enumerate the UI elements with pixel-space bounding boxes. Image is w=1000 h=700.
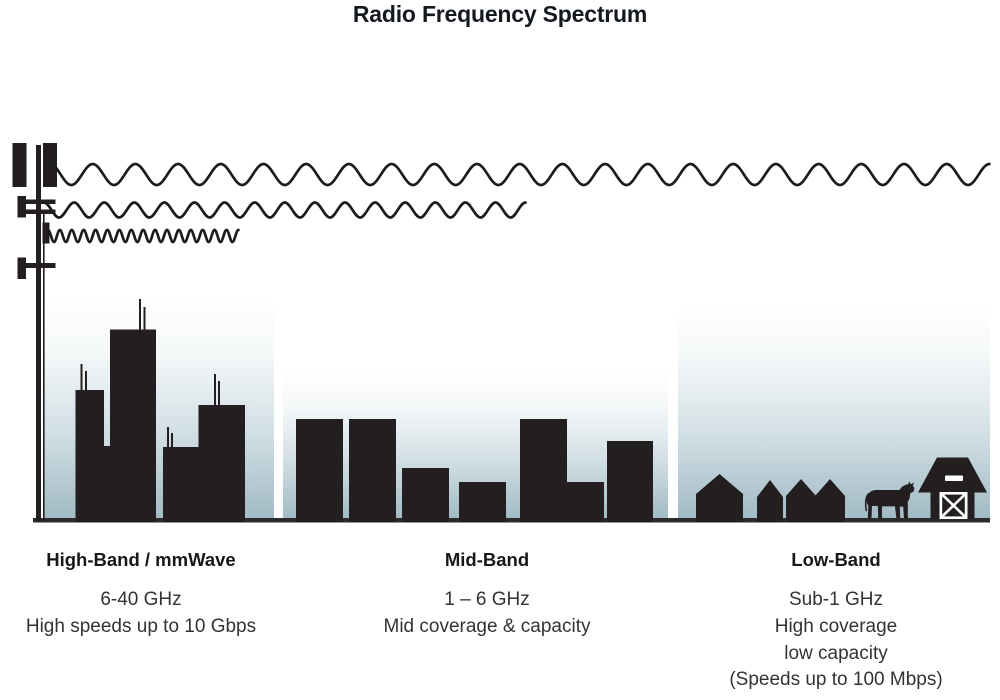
rooftop-antenna [80,364,83,392]
band-heading: High-Band / mmWave [46,549,236,570]
short-wavelength-wave [46,228,240,244]
rooftop-antenna [218,381,220,407]
house-silhouette [696,474,743,522]
mid-building [566,482,604,522]
city-building [76,446,155,522]
house-silhouette [786,479,816,522]
suburban-houses [696,474,845,522]
band-detail-line: High speeds up to 10 Gbps [25,615,257,637]
band-details: 1 – 6 GHz Mid coverage & capacity [366,587,608,641]
city-building [163,447,199,522]
band-detail-line: 1 – 6 GHz [444,589,530,610]
mid-building [459,482,506,522]
band-details: Sub-1 GHz High coverage low capacity (Speed… [703,587,969,694]
tower-part [42,222,50,244]
rooftop-antenna [143,307,146,332]
band-label-low-band: Low-Band Sub-1 GHz High coverage low capac… [703,549,969,694]
rooftop-antenna [85,371,87,392]
band-detail-line: (Speeds up to 100 Mbps) [729,669,943,691]
band-detail-line: High coverage [774,615,898,637]
tower-part [17,209,56,214]
city-skyline [75,299,245,522]
barn-icon [918,457,987,519]
band-details: 6-40 GHz High speeds up to 10 Gbps [20,587,262,641]
tower-part [17,263,56,268]
rooftop-antenna [139,299,141,332]
tower-part [17,257,26,279]
tower-part [17,196,26,218]
mid-building [402,468,449,522]
barn-door-cross [941,493,966,518]
band-heading: Low-Band [791,549,881,570]
house-silhouette [757,480,783,522]
mid-building [296,419,343,522]
mid-building [607,441,653,522]
rooftop-antenna [214,374,216,407]
ground-line [33,518,990,523]
tower-part [36,145,41,522]
band-heading: Mid-Band [444,549,530,570]
barn-roof [918,457,987,493]
long-wavelength-wave [48,162,991,187]
house-silhouette [815,479,845,522]
band-label-high-band: High-Band / mmWave 6-40 GHz High speeds u… [20,549,262,641]
mid-wavelength-wave [42,201,527,219]
city-building [198,405,245,522]
barn-hayloft-slot [945,475,963,481]
tower-part [17,199,56,204]
cow-icon [864,481,915,519]
band-detail-line: 6-40 GHz [100,589,182,610]
band-detail-line: Sub-1 GHz [789,589,883,610]
mid-building [520,419,567,522]
tower-part [43,211,45,522]
band-label-mid-band: Mid-Band 1 – 6 GHz Mid coverage & capacit… [366,549,608,641]
mid-rise-buildings [296,419,653,522]
tower-part [12,143,27,187]
rooftop-antenna [171,433,173,449]
band-detail-line: Mid coverage & capacity [383,615,591,637]
rooftop-antenna [167,427,169,449]
mid-building [349,419,396,522]
band-detail-line: low capacity [784,642,888,664]
diagram-title: Radio Frequency Spectrum [352,1,648,27]
